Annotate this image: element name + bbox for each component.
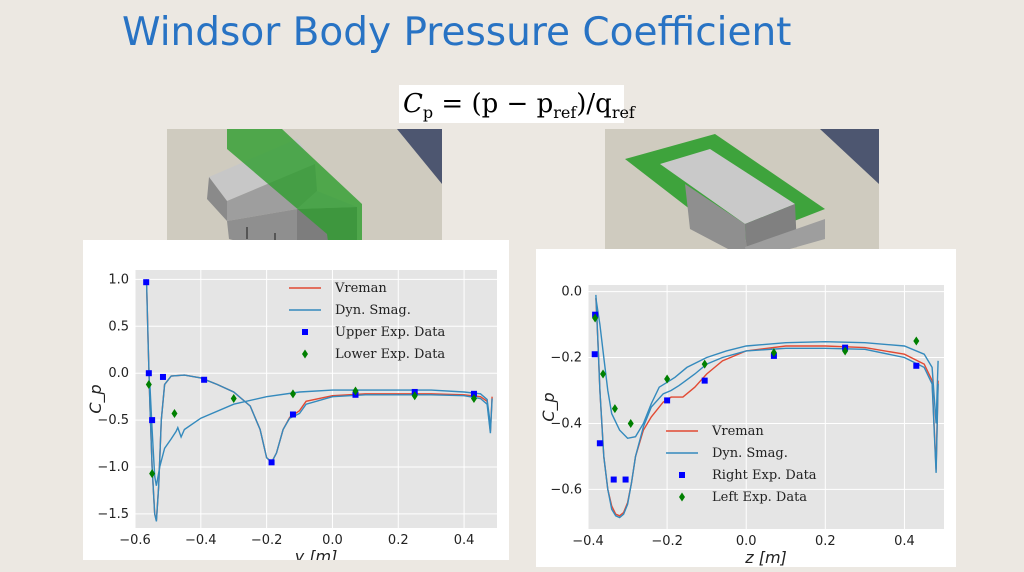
data-point-diamond (171, 409, 178, 419)
x-tick-label: −0.4 (572, 534, 604, 549)
plot-area (588, 285, 944, 529)
data-point-square (664, 397, 671, 404)
data-point-square (596, 440, 603, 447)
series-line (595, 298, 939, 440)
x-axis-label: z [m] (744, 548, 787, 567)
x-tick-label: 0.0 (736, 534, 757, 549)
cp-formula: Cp = (p − pref)/qref (399, 85, 635, 123)
formula-eq: = (p − p (433, 89, 554, 119)
data-point-diamond (470, 394, 477, 404)
formula-qref-sub: ref (611, 103, 635, 123)
formula-mid: )/q (576, 89, 612, 119)
chart-z-svg: −0.4 −0.2 0.0 0.2 0.4 0.0 −0.2 −0.4 −0.6 z [m] C_p… (539, 285, 944, 567)
x-tick-label: 0.4 (454, 533, 475, 548)
data-point-square (145, 370, 152, 377)
data-point-diamond (842, 346, 849, 356)
legend-label: Vreman (711, 424, 764, 439)
data-point-square (143, 279, 150, 286)
data-point-square (701, 377, 708, 384)
series-line (149, 382, 492, 486)
data-point-diamond (701, 359, 708, 369)
x-tick-label: −0.2 (251, 533, 283, 548)
legend-label: Lower Exp. Data (335, 347, 445, 362)
formula-pref-sub: ref (553, 103, 577, 123)
chart-y-svg: −0.6 −0.4 −0.2 0.0 0.2 0.4 1.0 0.5 0.0 −0.5 −1.0 −1… (86, 270, 497, 566)
legend-label: Upper Exp. Data (335, 325, 445, 340)
formula-lhs: C (403, 89, 423, 119)
y-tick-label: −0.2 (550, 351, 582, 366)
y-tick-label: −0.4 (550, 416, 582, 431)
x-tick-label: 0.4 (894, 534, 915, 549)
x-tick-label: 0.2 (388, 533, 409, 548)
data-point-square (610, 476, 617, 483)
data-point-diamond (611, 404, 618, 414)
data-point-diamond (592, 313, 599, 323)
data-point-diamond (411, 391, 418, 401)
y-tick-label: 0.0 (108, 366, 129, 381)
x-tick-label: 0.2 (815, 534, 836, 549)
data-point-diamond (149, 469, 156, 479)
data-point-diamond (627, 418, 634, 428)
data-point-diamond (145, 379, 152, 389)
data-point-diamond (230, 394, 237, 404)
data-point-square (591, 351, 598, 358)
legend-diamond-marker (302, 349, 308, 359)
series-line (595, 294, 939, 519)
chart-panel-z: −0.4 −0.2 0.0 0.2 0.4 0.0 −0.2 −0.4 −0.6 z [m] C_p… (536, 249, 956, 567)
data-point-diamond (600, 369, 607, 379)
legend-label: Right Exp. Data (712, 468, 817, 483)
y-tick-label: 0.0 (561, 285, 582, 300)
data-point-square (149, 417, 156, 424)
y-tick-label: −0.5 (97, 413, 129, 428)
y-axis-label: C_p (539, 392, 559, 421)
y-tick-label: 0.5 (108, 319, 129, 334)
legend-label: Dyn. Smag. (712, 446, 788, 461)
y-tick-label: −0.6 (550, 482, 582, 497)
legend-label: Dyn. Smag. (335, 303, 411, 318)
data-point-square (622, 476, 629, 483)
data-point-square (159, 373, 166, 380)
data-point-diamond (289, 389, 296, 399)
legend-square-marker (679, 472, 685, 478)
legend-label: Vreman (334, 281, 387, 296)
x-axis-label: y [m] (294, 547, 338, 560)
formula-lhs-sub: p (422, 103, 434, 123)
x-tick-label: 0.0 (322, 533, 343, 548)
legend-label: Left Exp. Data (712, 490, 807, 505)
render-vertical-slice-image (207, 129, 442, 270)
chart-panel-y: −0.6 −0.4 −0.2 0.0 0.2 0.4 1.0 0.5 0.0 −0.5 −1.0 −1… (83, 240, 509, 566)
data-point-diamond (770, 348, 777, 358)
slide-title: Windsor Body Pressure Coefficient (122, 10, 792, 55)
y-tick-label: −1.0 (97, 460, 129, 475)
legend-square-marker (302, 329, 308, 335)
data-point-square (201, 376, 208, 383)
y-axis-label: C_p (86, 384, 106, 413)
x-tick-label: −0.6 (119, 533, 151, 548)
x-tick-label: −0.2 (651, 534, 683, 549)
data-point-square (289, 411, 296, 418)
data-point-diamond (352, 386, 359, 396)
y-tick-label: −1.5 (97, 507, 129, 522)
render-vertical-slice (167, 129, 442, 270)
legend-diamond-marker (679, 492, 685, 502)
y-tick-label: 1.0 (108, 272, 129, 287)
series-line (145, 279, 493, 522)
data-point-diamond (913, 336, 920, 346)
x-tick-label: −0.4 (185, 533, 217, 548)
data-point-square (268, 459, 275, 466)
data-point-square (913, 362, 920, 369)
data-point-diamond (664, 374, 671, 384)
data-point-square (470, 390, 477, 397)
